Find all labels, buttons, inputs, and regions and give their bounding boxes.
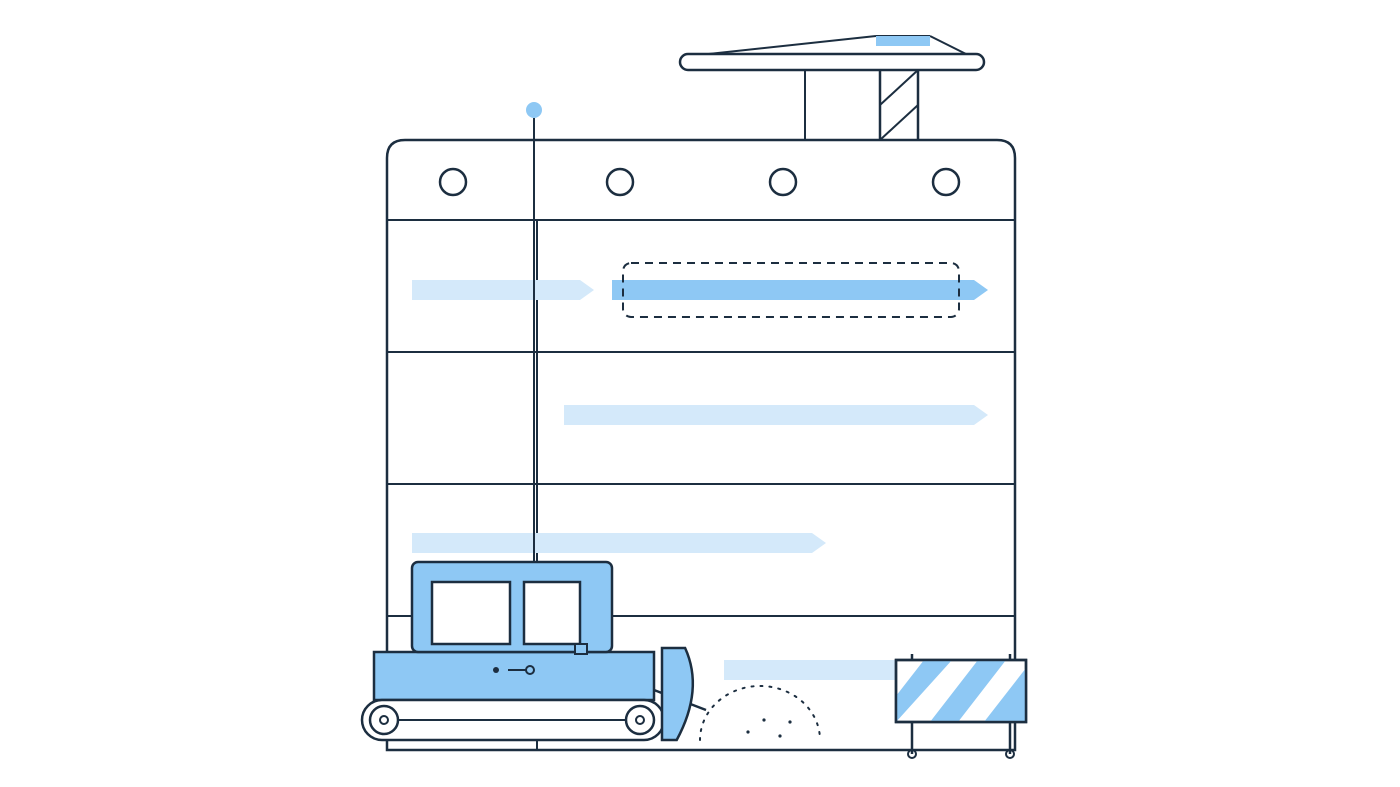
dirt-dot <box>762 718 765 721</box>
bulldozer-window <box>432 582 510 644</box>
crane-top-accent <box>876 36 930 46</box>
crane-brace <box>880 70 918 105</box>
gantt-bar <box>412 280 594 300</box>
bulldozer-window <box>524 582 580 644</box>
gantt-bar <box>612 280 988 300</box>
track-wheel <box>626 706 654 734</box>
gantt-bar <box>412 533 826 553</box>
track-wheel <box>370 706 398 734</box>
dirt-dot <box>746 730 749 733</box>
antenna-dot <box>526 102 542 118</box>
dirt-dot <box>778 734 781 737</box>
crane-jib <box>680 54 984 70</box>
bulldozer-exhaust <box>575 644 587 654</box>
bulldozer-deck <box>374 652 654 700</box>
dirt-dot <box>788 720 791 723</box>
crane-brace <box>880 105 918 140</box>
gantt-bar <box>564 405 988 425</box>
construction-gantt-illustration <box>0 0 1400 787</box>
bulldozer-knob <box>493 667 499 673</box>
